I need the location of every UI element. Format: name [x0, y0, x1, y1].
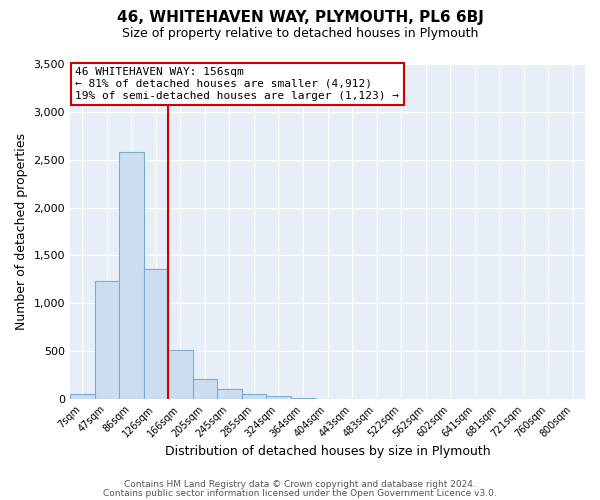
Text: 46 WHITEHAVEN WAY: 156sqm
← 81% of detached houses are smaller (4,912)
19% of se: 46 WHITEHAVEN WAY: 156sqm ← 81% of detac… — [75, 68, 399, 100]
Bar — [266, 396, 291, 399]
Text: 46, WHITEHAVEN WAY, PLYMOUTH, PL6 6BJ: 46, WHITEHAVEN WAY, PLYMOUTH, PL6 6BJ — [116, 10, 484, 25]
Bar — [143, 269, 168, 399]
Bar — [119, 152, 143, 399]
Text: Contains HM Land Registry data © Crown copyright and database right 2024.: Contains HM Land Registry data © Crown c… — [124, 480, 476, 489]
Bar — [193, 380, 217, 399]
Text: Size of property relative to detached houses in Plymouth: Size of property relative to detached ho… — [122, 28, 478, 40]
Bar — [95, 282, 119, 399]
X-axis label: Distribution of detached houses by size in Plymouth: Distribution of detached houses by size … — [165, 444, 490, 458]
Bar — [291, 398, 315, 399]
Text: Contains public sector information licensed under the Open Government Licence v3: Contains public sector information licen… — [103, 488, 497, 498]
Bar — [168, 350, 193, 399]
Bar — [70, 394, 95, 399]
Bar — [242, 394, 266, 399]
Bar — [217, 388, 242, 399]
Y-axis label: Number of detached properties: Number of detached properties — [15, 133, 28, 330]
